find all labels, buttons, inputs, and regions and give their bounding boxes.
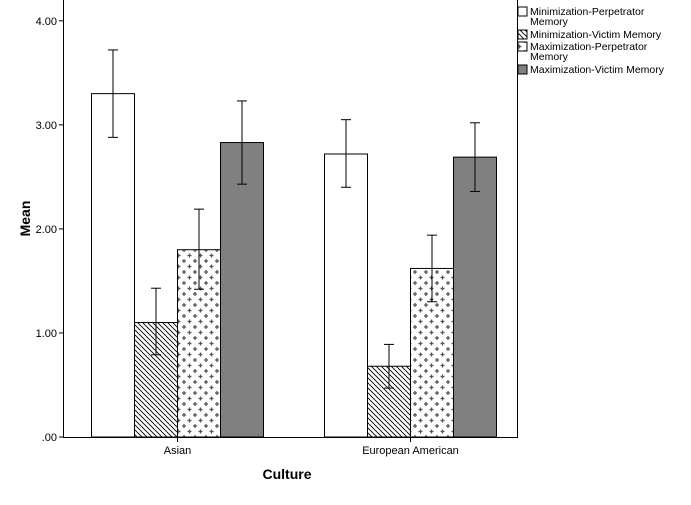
legend-label-2: Maximization-Perpetrator <box>530 41 648 53</box>
error-bars-group <box>108 49 480 389</box>
y-tick-label: .00 <box>42 432 57 444</box>
legend: Minimization-PerpetratorMemoryMinimizati… <box>517 6 665 76</box>
bar-0-3 <box>220 142 264 438</box>
legend-label-2: Memory <box>530 51 569 63</box>
legend-label-0: Minimization-Perpetrator <box>530 6 645 18</box>
y-tick-label: 1.00 <box>36 328 57 340</box>
legend-swatch-1 <box>517 29 528 40</box>
x-axis: Asian European American <box>164 437 459 457</box>
legend-label-0: Memory <box>530 16 569 28</box>
legend-label-1: Minimization-Victim Memory <box>530 29 662 41</box>
legend-swatch-2 <box>517 41 528 52</box>
y-axis: .00 1.00 2.00 3.00 4.00 <box>36 16 63 444</box>
y-tick-label: 2.00 <box>36 224 57 236</box>
y-tick-label: 4.00 <box>36 16 57 28</box>
plot-area <box>63 0 518 438</box>
y-axis-title: Mean <box>17 201 33 237</box>
bars-group <box>91 93 497 438</box>
y-tick-label: 3.00 <box>36 120 57 132</box>
legend-swatch-0 <box>517 6 528 17</box>
legend-swatch-3 <box>517 64 528 75</box>
x-axis-title: Culture <box>263 466 312 482</box>
x-tick-label: European American <box>362 445 459 457</box>
plot-frame <box>63 0 518 438</box>
bar-0-0 <box>91 93 135 438</box>
bar-1-3 <box>453 156 497 438</box>
bar-1-0 <box>324 153 368 438</box>
legend-label-3: Maximization-Victim Memory <box>530 64 665 76</box>
x-tick-label: Asian <box>164 445 192 457</box>
